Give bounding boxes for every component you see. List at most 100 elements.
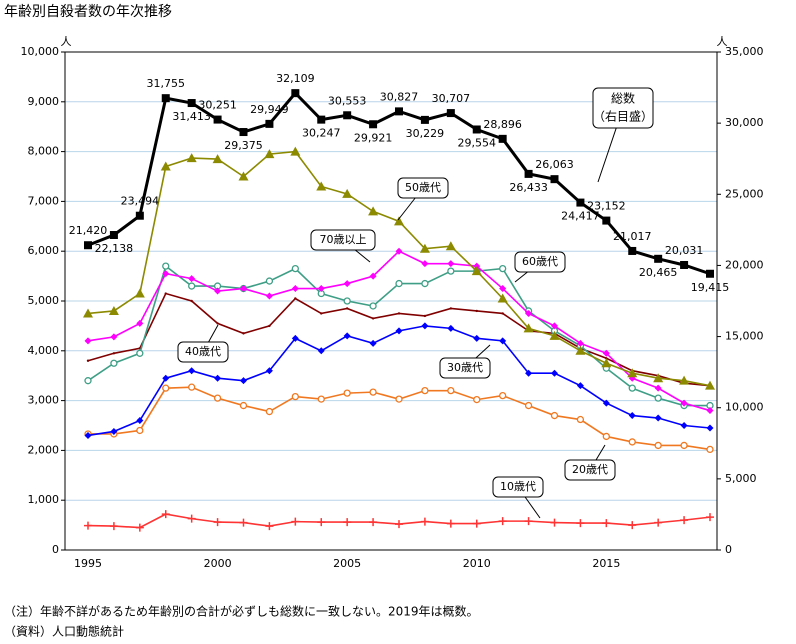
- marker: [421, 322, 429, 330]
- data-label: 21,420: [69, 224, 108, 237]
- marker: [627, 368, 638, 378]
- data-label: 30,247: [302, 127, 341, 140]
- marker: [395, 107, 403, 116]
- callout-box: [514, 251, 566, 273]
- marker: [187, 514, 196, 523]
- marker: [576, 198, 585, 207]
- data-label: 29,375: [224, 139, 263, 152]
- marker: [472, 519, 481, 528]
- note: （資料）人口動態統計: [4, 624, 124, 639]
- marker: [419, 243, 430, 253]
- marker: [369, 339, 377, 347]
- marker: [187, 99, 196, 108]
- marker: [294, 297, 297, 300]
- x-tick-label: 2015: [592, 557, 620, 570]
- data-label: 23,494: [121, 195, 160, 208]
- y2-tick-label: 35,000: [725, 45, 764, 58]
- marker: [164, 292, 167, 295]
- marker: [239, 518, 248, 527]
- y2-tick-label: 0: [725, 543, 732, 556]
- y2-tick-label: 10,000: [725, 401, 764, 414]
- callout-box: [310, 229, 376, 251]
- chart-title: 年齢別自殺者数の年次推移: [4, 4, 172, 20]
- marker: [551, 369, 558, 377]
- y2-tick-label: 15,000: [725, 330, 764, 343]
- marker: [680, 260, 689, 269]
- marker: [188, 282, 196, 290]
- marker: [86, 359, 90, 362]
- marker: [343, 280, 351, 288]
- marker: [343, 297, 351, 305]
- marker: [654, 394, 662, 402]
- data-label: 19,415: [691, 281, 730, 294]
- y-tick-label: 5,000: [28, 294, 60, 307]
- marker: [445, 241, 456, 251]
- marker: [499, 391, 507, 400]
- marker: [265, 522, 274, 531]
- marker: [394, 216, 404, 226]
- marker: [265, 367, 273, 375]
- marker: [162, 262, 170, 270]
- callout-box: [564, 459, 616, 481]
- legend-label: 10歳代: [500, 480, 536, 493]
- y-tick-label: 0: [52, 543, 59, 556]
- marker: [421, 260, 429, 268]
- marker: [601, 358, 612, 368]
- marker: [291, 517, 300, 526]
- data-label: 31,755: [147, 77, 186, 90]
- marker: [345, 307, 349, 310]
- marker: [317, 395, 325, 403]
- marker: [498, 134, 507, 143]
- y-tick-label: 3,000: [28, 394, 60, 407]
- marker: [290, 146, 301, 156]
- callout-box: [177, 341, 229, 363]
- marker: [188, 383, 196, 391]
- marker: [706, 424, 714, 432]
- marker: [214, 287, 222, 295]
- marker: [447, 260, 455, 268]
- plot-frame: [64, 51, 718, 551]
- data-label: 29,921: [354, 131, 393, 144]
- marker: [499, 337, 507, 345]
- marker: [524, 169, 533, 178]
- y-tick-label: 7,000: [28, 194, 60, 207]
- data-label: 26,433: [509, 181, 548, 194]
- marker: [680, 422, 688, 429]
- marker: [369, 388, 377, 396]
- marker: [316, 181, 327, 191]
- marker: [705, 380, 715, 390]
- x-tick-label: 2000: [204, 557, 232, 570]
- marker: [706, 407, 714, 415]
- marker: [471, 266, 482, 276]
- marker: [499, 285, 507, 293]
- marker: [239, 128, 248, 137]
- marker: [706, 269, 714, 278]
- marker: [550, 518, 559, 527]
- marker: [628, 384, 636, 392]
- legend-label: 40歳代: [185, 345, 221, 358]
- marker: [112, 352, 116, 355]
- marker: [317, 285, 325, 293]
- marker: [680, 399, 688, 407]
- y2-unit: 人: [717, 35, 728, 48]
- marker: [190, 299, 193, 303]
- marker: [628, 412, 636, 420]
- marker: [161, 510, 170, 519]
- y-tick-label: 6,000: [28, 244, 60, 257]
- series-line: [87, 292, 711, 387]
- data-label: 23,152: [587, 200, 626, 213]
- marker: [320, 312, 323, 315]
- marker: [602, 399, 610, 407]
- legend-label: 20歳代: [572, 463, 608, 476]
- y-tick-label: 4,000: [28, 344, 60, 357]
- y-tick-label: 10,000: [21, 45, 60, 58]
- marker: [109, 522, 118, 531]
- x-tick-label: 2010: [463, 557, 491, 570]
- marker: [188, 275, 196, 283]
- marker: [395, 520, 403, 529]
- marker: [291, 264, 299, 273]
- data-label: 31,413: [172, 110, 211, 123]
- marker: [291, 392, 299, 401]
- legend-label: 30歳代: [447, 361, 483, 374]
